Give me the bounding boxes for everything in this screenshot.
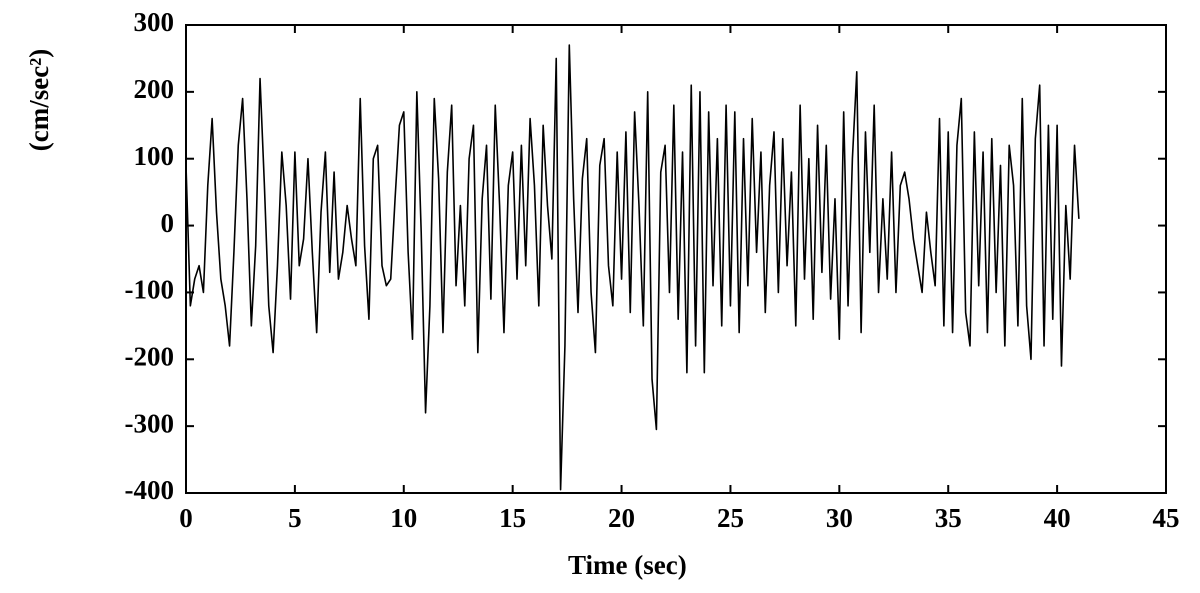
y-tick-label: 0 xyxy=(161,208,175,238)
y-tick-label: 100 xyxy=(134,141,175,171)
y-tick-label: -400 xyxy=(125,475,175,505)
x-tick-label: 0 xyxy=(179,503,193,533)
x-tick-label: 10 xyxy=(390,503,417,533)
x-axis-label: Time (sec) xyxy=(568,550,687,580)
y-tick-label: -200 xyxy=(125,341,175,371)
x-tick-label: 15 xyxy=(499,503,526,533)
y-tick-label: -300 xyxy=(125,408,175,438)
y-tick-label: 200 xyxy=(134,74,175,104)
x-tick-label: 40 xyxy=(1044,503,1071,533)
x-tick-label: 20 xyxy=(608,503,635,533)
x-tick-label: 45 xyxy=(1153,503,1180,533)
x-tick-label: 30 xyxy=(826,503,853,533)
plot-frame xyxy=(185,24,1167,494)
x-tick-label: 5 xyxy=(288,503,302,533)
y-tick-label: 300 xyxy=(134,7,175,37)
x-tick-label: 35 xyxy=(935,503,962,533)
y-tick-label: -100 xyxy=(125,275,175,305)
x-tick-label: 25 xyxy=(717,503,744,533)
signal-line xyxy=(185,44,1080,491)
y-axis-label: (cm/sec²) xyxy=(24,49,54,152)
